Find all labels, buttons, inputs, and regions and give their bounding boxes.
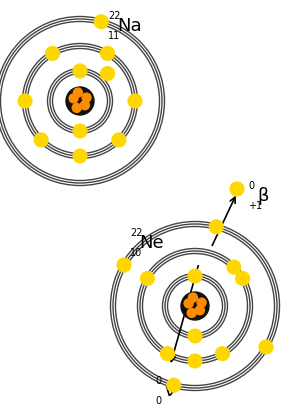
Circle shape — [188, 293, 197, 302]
Circle shape — [167, 378, 181, 392]
Circle shape — [230, 182, 244, 196]
Text: 0: 0 — [248, 181, 254, 191]
Circle shape — [187, 308, 196, 317]
Circle shape — [73, 64, 87, 78]
Circle shape — [160, 346, 175, 360]
Circle shape — [34, 133, 48, 147]
Circle shape — [112, 133, 126, 147]
Circle shape — [259, 340, 273, 354]
Circle shape — [100, 46, 115, 60]
Text: 10: 10 — [130, 248, 142, 258]
Circle shape — [236, 272, 250, 286]
Circle shape — [209, 220, 223, 234]
Circle shape — [188, 329, 202, 343]
Circle shape — [188, 269, 202, 283]
Text: 22: 22 — [130, 228, 142, 238]
Circle shape — [46, 46, 59, 60]
Circle shape — [181, 292, 209, 320]
Text: 22: 22 — [108, 11, 121, 21]
Circle shape — [195, 306, 204, 315]
Circle shape — [188, 354, 202, 368]
Circle shape — [184, 299, 193, 308]
Circle shape — [117, 258, 131, 272]
Circle shape — [80, 101, 89, 110]
Circle shape — [94, 15, 108, 29]
Circle shape — [73, 149, 87, 163]
Circle shape — [128, 94, 142, 108]
Circle shape — [72, 104, 81, 112]
Circle shape — [69, 94, 78, 103]
Circle shape — [197, 298, 206, 307]
Text: ν: ν — [164, 382, 174, 400]
Text: +1: +1 — [248, 201, 262, 211]
Circle shape — [82, 93, 91, 102]
Text: Ne: Ne — [139, 234, 164, 252]
Text: 0: 0 — [155, 396, 161, 406]
Circle shape — [215, 346, 230, 360]
Text: β: β — [257, 187, 269, 205]
Text: 0: 0 — [155, 376, 161, 386]
Circle shape — [100, 67, 115, 81]
Circle shape — [73, 124, 87, 138]
Text: 11: 11 — [108, 31, 120, 41]
Circle shape — [66, 87, 94, 115]
Text: Na: Na — [117, 17, 142, 35]
Circle shape — [18, 94, 32, 108]
Circle shape — [74, 88, 82, 97]
Circle shape — [140, 272, 154, 286]
Circle shape — [227, 260, 241, 274]
